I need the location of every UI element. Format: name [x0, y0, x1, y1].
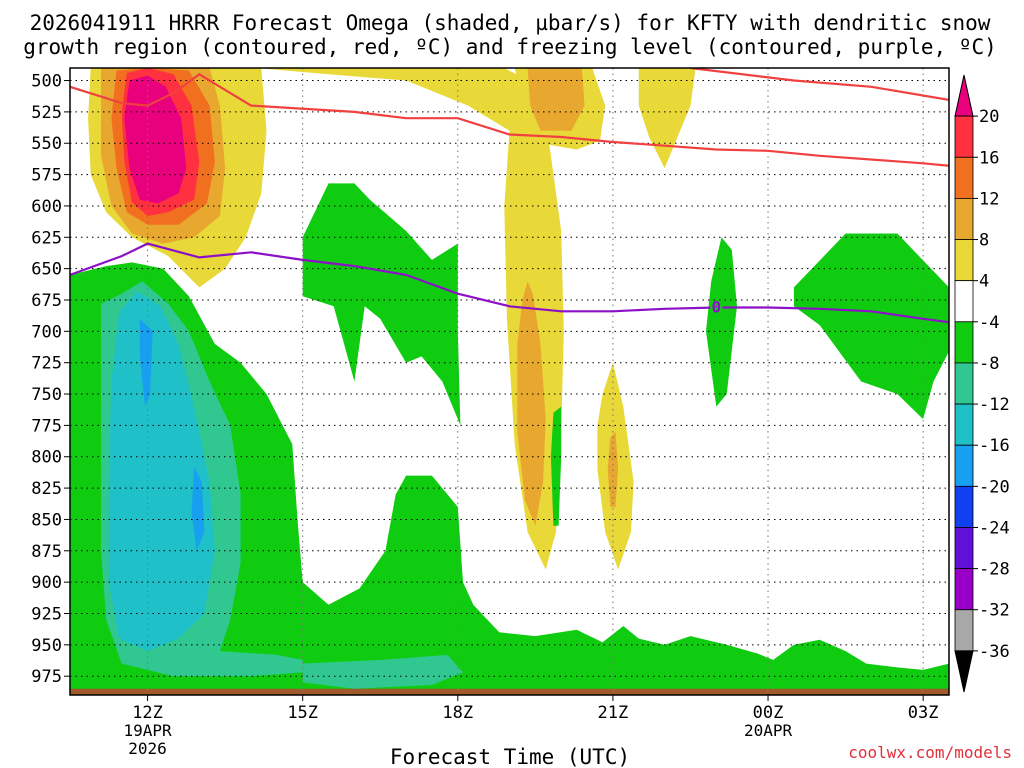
y-tick-label: 850	[31, 510, 62, 530]
y-tick-label: 725	[31, 354, 62, 374]
y-tick-label: 875	[31, 542, 62, 562]
y-tick-label: 500	[31, 72, 62, 92]
x-axis-label: Forecast Time (UTC)	[390, 745, 630, 768]
x-tick-label: 03Z	[908, 703, 939, 723]
x-tick-label: 18Z	[442, 703, 473, 723]
omega-region-18	[139, 318, 153, 407]
chart-title-line-2: growth region (contoured, red, ºC) and f…	[23, 35, 997, 59]
contour-line-0	[70, 72, 949, 167]
y-tick-label: 750	[31, 385, 62, 405]
x-tick-label: 15Z	[287, 703, 318, 723]
colorbar-label: 16	[979, 148, 999, 168]
colorbar-swatch	[954, 403, 974, 446]
colorbar-label: 8	[979, 231, 989, 251]
omega-region-19	[191, 466, 205, 551]
colorbar-label: -36	[979, 642, 1010, 662]
colorbar-label: -16	[979, 436, 1010, 456]
colorbar-swatch	[954, 280, 974, 323]
credit-text: coolwx.com/models	[848, 743, 1012, 762]
y-tick-label: 675	[31, 291, 62, 311]
colorbar-swatch	[954, 609, 974, 652]
x-tick-sublabel: 19APR	[123, 721, 172, 740]
colorbar-label: 20	[979, 107, 999, 127]
colorbar-swatch	[954, 568, 974, 611]
omega-region-8	[638, 68, 696, 169]
omega-region-16	[302, 654, 463, 689]
colorbar-label: -20	[979, 477, 1010, 497]
y-tick-label: 550	[31, 134, 62, 154]
omega-region-17	[108, 291, 215, 652]
y-tick-label: 825	[31, 479, 62, 499]
colorbar-swatch	[954, 321, 974, 364]
colorbar-cap-top	[954, 74, 974, 117]
y-tick-label: 625	[31, 228, 62, 248]
colorbar-swatch	[954, 197, 974, 240]
y-tick-label: 525	[31, 103, 62, 123]
contour-line-1	[690, 68, 949, 102]
contour-label-bg	[710, 300, 723, 315]
y-tick-label: 650	[31, 260, 62, 280]
plot-frame	[69, 67, 950, 696]
colorbar-swatch	[954, 362, 974, 405]
y-tick-label: 775	[31, 416, 62, 436]
colorbar-label: -32	[979, 601, 1010, 621]
contour-level-label: 0	[712, 298, 722, 317]
colorbar-label: 12	[979, 189, 999, 209]
colorbar-label: 4	[979, 272, 989, 292]
colorbar-label: -28	[979, 560, 1010, 580]
omega-region-7	[527, 68, 585, 131]
colorbar-label: -12	[979, 395, 1010, 415]
colorbar-swatch	[954, 115, 974, 158]
x-tick-sublabel: 2026	[128, 739, 167, 758]
omega-region-9	[517, 281, 546, 526]
y-tick-label: 950	[31, 636, 62, 656]
colorbar-label: -24	[979, 518, 1010, 538]
y-tick-label: 900	[31, 573, 62, 593]
y-tick-label: 575	[31, 166, 62, 186]
chart-title-line-1: 2026041911 HRRR Forecast Omega (shaded, …	[30, 11, 991, 35]
y-tick-label: 600	[31, 197, 62, 217]
colorbar-legend: 20 16 12 8 4 -4 -8 -12 -16 -20 -24 -28 -32 -36	[954, 74, 1010, 693]
y-axis: 500 525 550 575 600 625 650 675 700 725 750 775 800 8…	[31, 72, 70, 687]
colorbar-label: -8	[979, 354, 999, 374]
omega-region-13	[302, 183, 461, 426]
x-tick-label: 00Z	[753, 703, 784, 723]
y-tick-label: 800	[31, 448, 62, 468]
y-tick-label: 975	[31, 667, 62, 687]
x-tick-sublabel: 20APR	[744, 721, 793, 740]
colorbar-swatch	[954, 444, 974, 487]
y-tick-label: 925	[31, 604, 62, 624]
omega-region-21	[793, 233, 949, 420]
plot-area	[70, 68, 949, 695]
y-tick-label: 700	[31, 322, 62, 342]
colorbar-swatch	[954, 239, 974, 282]
ground-strip	[70, 688, 949, 695]
colorbar-swatch	[954, 527, 974, 570]
colorbar-cap-bottom	[954, 650, 974, 693]
colorbar-label: -4	[979, 313, 999, 333]
x-tick-label: 12Z	[132, 703, 163, 723]
omega-region-20	[706, 237, 737, 407]
contour-line-2	[70, 242, 949, 324]
x-tick-label: 21Z	[598, 703, 629, 723]
colorbar-swatch	[954, 485, 974, 528]
contour-lines: 0	[70, 68, 949, 324]
omega-region-4	[124, 75, 187, 204]
colorbar-swatch	[954, 156, 974, 199]
omega-region-12	[550, 406, 562, 526]
omega-region-14	[70, 262, 949, 695]
